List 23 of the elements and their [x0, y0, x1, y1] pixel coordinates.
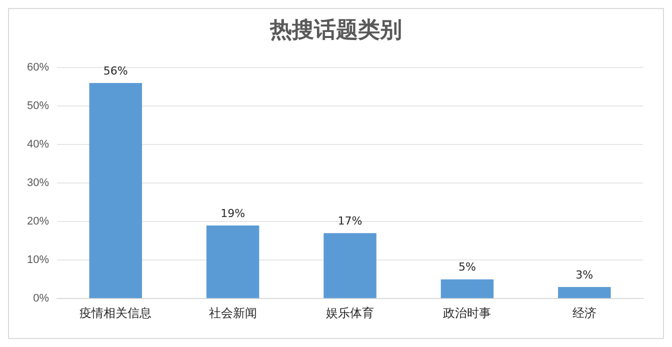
- y-tick-label: 40%: [26, 138, 50, 151]
- x-tick-label: 疫情相关信息: [80, 306, 152, 320]
- x-tick-label: 社会新闻: [208, 306, 257, 320]
- y-tick-label: 30%: [26, 177, 50, 190]
- bar: [324, 233, 376, 298]
- y-tick-label: 20%: [26, 216, 50, 228]
- x-tick-label: 经济: [572, 306, 596, 320]
- data-label: 17%: [338, 214, 362, 228]
- x-tick-label: 政治时事: [443, 306, 492, 320]
- bar: [558, 287, 611, 298]
- bar: [206, 225, 260, 298]
- x-tick-label: 娱乐体育: [326, 306, 374, 320]
- y-tick-label: 0%: [33, 292, 50, 305]
- y-tick-label: 60%: [26, 62, 50, 74]
- data-label: 19%: [220, 206, 246, 220]
- bar: [89, 83, 142, 298]
- y-tick-label: 10%: [26, 254, 50, 266]
- chart-title: 热搜话题类别: [268, 17, 403, 45]
- data-label: 5%: [458, 260, 476, 274]
- bar: [440, 279, 494, 298]
- data-label: 56%: [103, 64, 128, 78]
- y-tick-label: 50%: [26, 100, 50, 112]
- data-label: 3%: [576, 268, 594, 282]
